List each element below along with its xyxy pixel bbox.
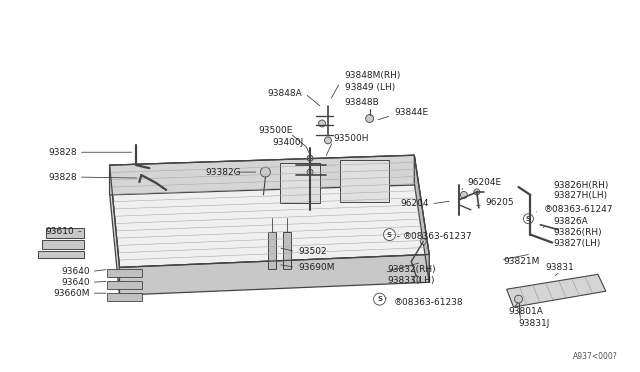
Circle shape bbox=[374, 293, 385, 305]
Bar bbox=[340, 160, 390, 202]
Text: 93826A: 93826A bbox=[553, 217, 588, 226]
Circle shape bbox=[413, 276, 420, 283]
Text: 93827H(LH): 93827H(LH) bbox=[553, 192, 607, 201]
Text: ®08363-61238: ®08363-61238 bbox=[394, 298, 463, 307]
Bar bbox=[107, 269, 142, 277]
Text: 93828: 93828 bbox=[48, 173, 77, 182]
Text: 93640: 93640 bbox=[61, 267, 90, 276]
Text: ®08363-61247: ®08363-61247 bbox=[543, 205, 613, 214]
Text: 93848A: 93848A bbox=[268, 89, 302, 98]
Circle shape bbox=[420, 238, 426, 244]
Text: 93826H(RH): 93826H(RH) bbox=[553, 180, 609, 189]
Text: 93821M: 93821M bbox=[504, 257, 540, 266]
Text: 96204E: 96204E bbox=[467, 177, 501, 186]
Text: 93828: 93828 bbox=[48, 148, 77, 157]
Circle shape bbox=[383, 229, 396, 241]
Polygon shape bbox=[414, 155, 429, 282]
Polygon shape bbox=[109, 165, 120, 295]
Circle shape bbox=[460, 192, 467, 198]
Text: 93610: 93610 bbox=[45, 227, 74, 236]
Polygon shape bbox=[120, 254, 429, 295]
Bar bbox=[42, 240, 84, 248]
Bar bbox=[284, 232, 291, 269]
Text: 93833(LH): 93833(LH) bbox=[387, 276, 435, 285]
Circle shape bbox=[307, 169, 313, 175]
Text: S: S bbox=[387, 232, 392, 238]
Text: 96204: 96204 bbox=[401, 199, 429, 208]
Bar bbox=[46, 228, 84, 238]
Text: 93400J: 93400J bbox=[273, 138, 303, 147]
Text: 93690M: 93690M bbox=[298, 263, 335, 272]
Text: 93848B: 93848B bbox=[345, 98, 380, 107]
Bar bbox=[107, 293, 142, 301]
Text: 93827(LH): 93827(LH) bbox=[553, 239, 600, 248]
Circle shape bbox=[474, 189, 480, 195]
Circle shape bbox=[524, 214, 533, 224]
Text: A937<000?: A937<000? bbox=[573, 352, 618, 361]
Text: 93801A: 93801A bbox=[509, 307, 543, 315]
Text: 93382G: 93382G bbox=[206, 168, 241, 177]
Text: 93832(RH): 93832(RH) bbox=[387, 265, 436, 274]
Bar bbox=[38, 250, 84, 259]
Text: 93500E: 93500E bbox=[259, 126, 293, 135]
Text: 93640: 93640 bbox=[61, 278, 90, 287]
Bar bbox=[280, 163, 320, 203]
Text: 93831: 93831 bbox=[546, 263, 575, 272]
Text: 93502: 93502 bbox=[298, 247, 327, 256]
Circle shape bbox=[324, 137, 332, 144]
Polygon shape bbox=[109, 155, 429, 267]
Bar bbox=[107, 281, 142, 289]
Text: 93848M(RH): 93848M(RH) bbox=[345, 71, 401, 80]
Text: 93500H: 93500H bbox=[333, 134, 369, 143]
Circle shape bbox=[307, 155, 313, 161]
Circle shape bbox=[319, 120, 326, 127]
Text: 93826(RH): 93826(RH) bbox=[553, 228, 602, 237]
Polygon shape bbox=[109, 155, 414, 195]
Circle shape bbox=[365, 115, 374, 122]
Circle shape bbox=[260, 167, 270, 177]
Text: S: S bbox=[526, 216, 531, 222]
Bar bbox=[268, 232, 276, 269]
Polygon shape bbox=[507, 274, 606, 307]
Text: 93831J: 93831J bbox=[518, 320, 550, 328]
Text: ®08363-61237: ®08363-61237 bbox=[403, 232, 472, 241]
Circle shape bbox=[515, 295, 522, 303]
Text: 93660M: 93660M bbox=[53, 289, 90, 298]
Text: 93849 (LH): 93849 (LH) bbox=[345, 83, 395, 92]
Text: S: S bbox=[377, 296, 382, 302]
Text: 96205: 96205 bbox=[486, 198, 515, 207]
Text: 93844E: 93844E bbox=[394, 108, 429, 117]
